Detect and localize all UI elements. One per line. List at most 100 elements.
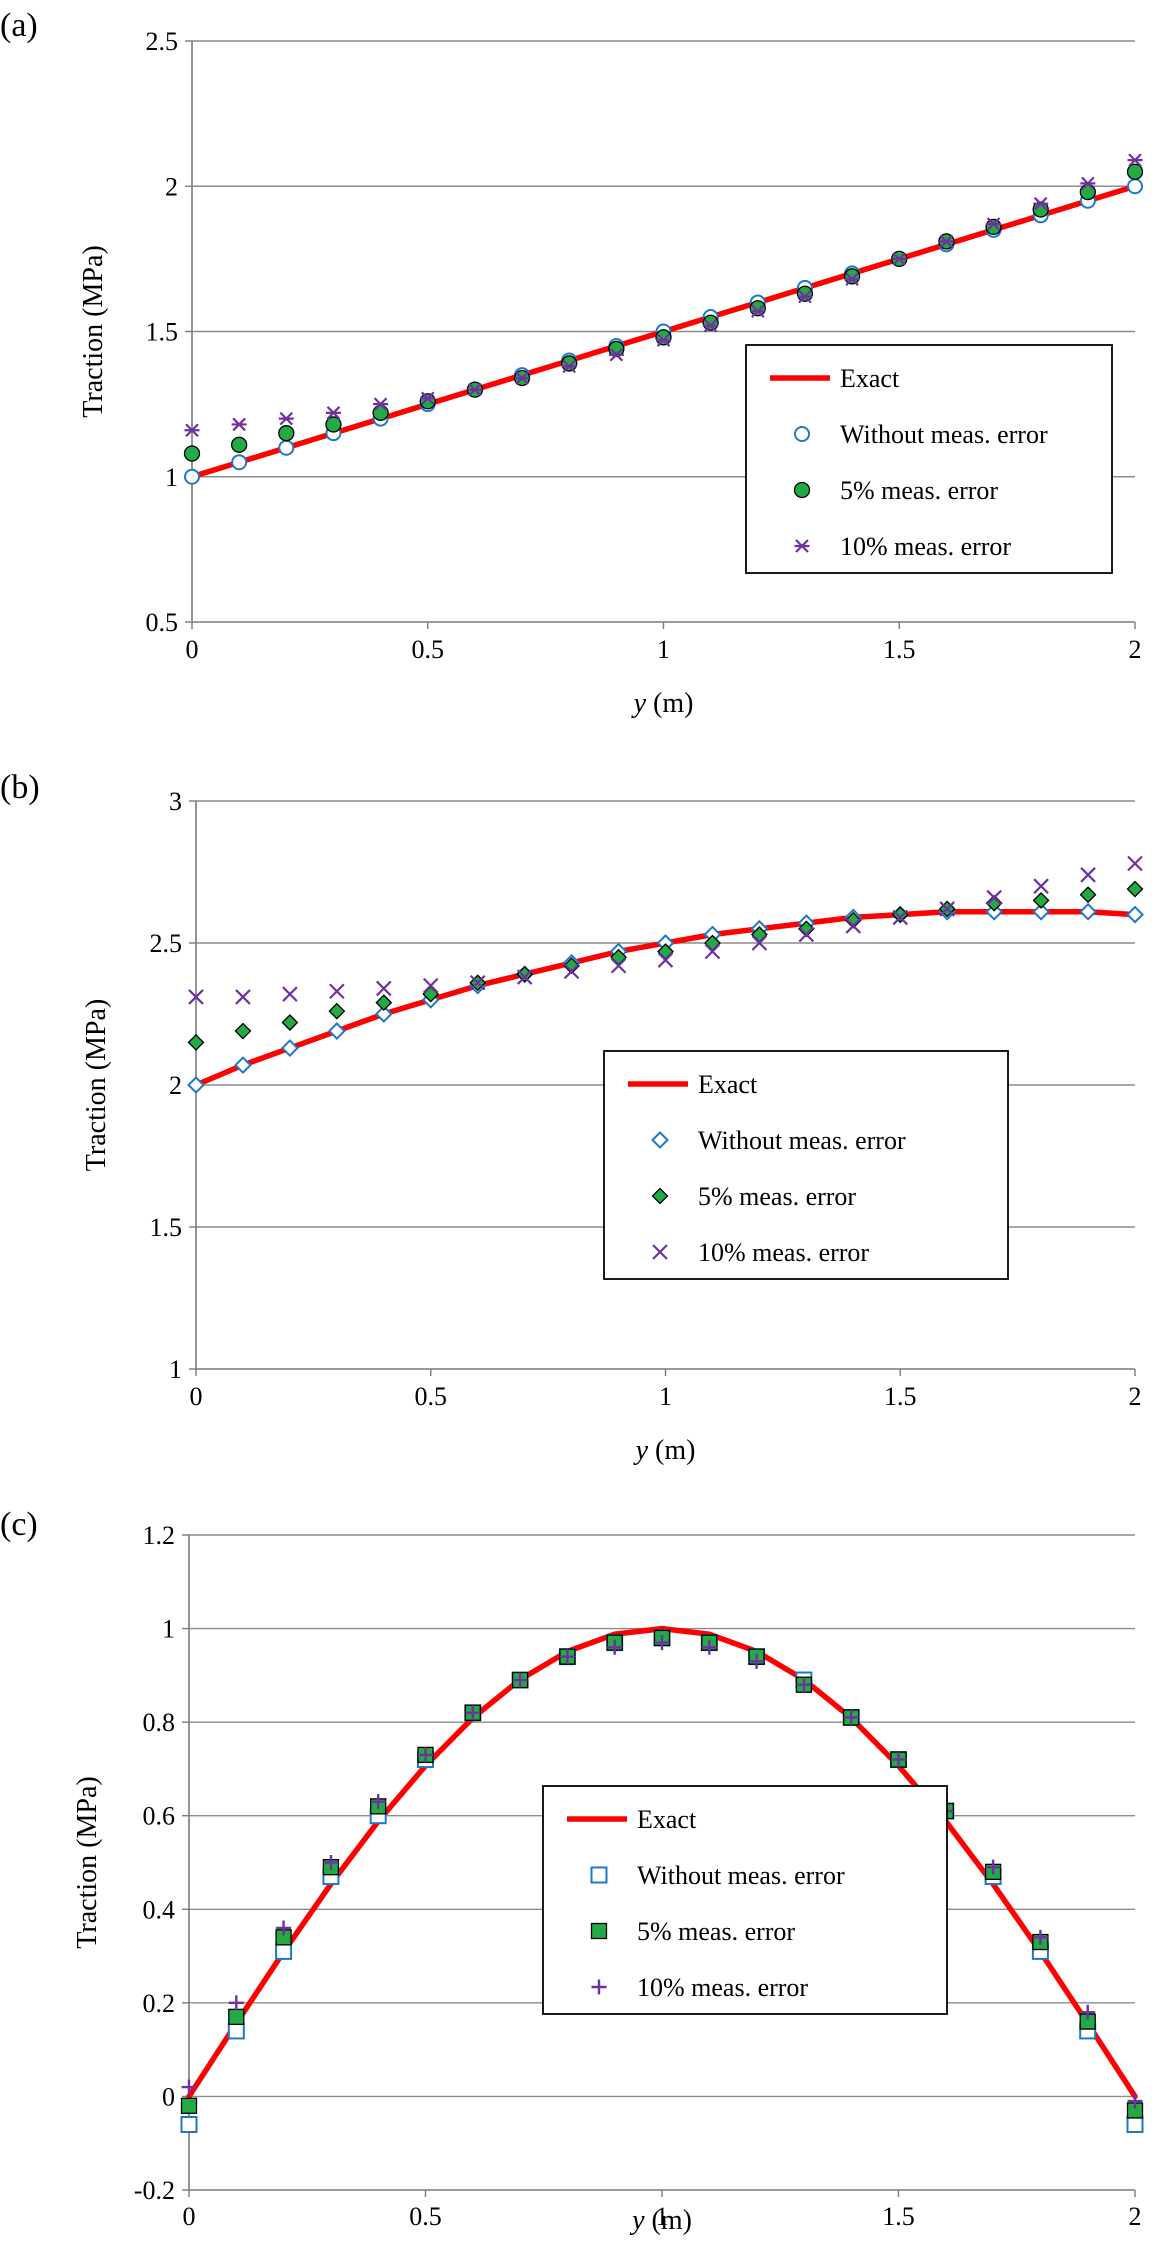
y-tick-label: 0.8 [143, 1708, 176, 1737]
y-tick-label: 2 [169, 1071, 182, 1100]
y-axis-label: Traction (MPa) [81, 999, 112, 1171]
y-tick-label: 1.2 [143, 1521, 176, 1550]
data-point [228, 2008, 245, 2026]
data-point [370, 1794, 386, 1810]
data-point [422, 977, 439, 994]
data-point [938, 234, 954, 249]
data-point [703, 318, 719, 333]
y-tick-label: 2.5 [146, 27, 179, 56]
chart-panel-b: (b) 1 1.5 2 2.5 3 0 0.5 1 1.5 2 y (m) Traction (MPa)… [0, 769, 1144, 1466]
data-point [1127, 855, 1143, 872]
x-tick-label: 1.5 [884, 1382, 917, 1411]
data-point [985, 894, 1003, 912]
data-point [1126, 880, 1144, 898]
data-point [654, 1635, 670, 1651]
x-tick-label: 1.5 [883, 635, 916, 664]
data-point [939, 901, 955, 917]
data-point [234, 1056, 252, 1075]
y-tick-label: 2 [165, 172, 178, 201]
data-point [561, 355, 578, 372]
data-point [188, 989, 204, 1005]
data-point [418, 1747, 433, 1763]
y-tick-label: 0.6 [143, 1802, 176, 1831]
data-point [325, 406, 341, 420]
legend-marker [652, 1244, 668, 1260]
data-point [608, 347, 624, 362]
legend-marker [794, 539, 810, 553]
data-point [843, 1709, 859, 1725]
chart-panel-c: (c) -0.2 0 0.2 0.4 0.6 0.8 1 1.2 0 0.5 1 1.5 2 y (m) Tr… [0, 1506, 1144, 2236]
data-point [608, 340, 625, 358]
data-point [375, 994, 393, 1012]
x-axis-label-unit: (m) [646, 688, 693, 719]
series-2 [187, 880, 1144, 1051]
x-axis-label-var: y [629, 2205, 645, 2236]
data-point [985, 902, 1004, 921]
data-point [465, 1705, 481, 1721]
data-point [228, 1995, 244, 2011]
data-point [657, 952, 674, 968]
data-point [372, 404, 389, 421]
legend-label: 5% meas. error [698, 1182, 856, 1211]
exact-line [186, 1625, 1138, 2100]
x-axis-label: y (m) [629, 2205, 692, 2236]
data-point [227, 2022, 245, 2040]
data-point [563, 963, 580, 980]
x-axis-label-var: y [631, 688, 647, 719]
data-point [1032, 1929, 1048, 1945]
legend-label: 5% meas. error [840, 476, 998, 505]
data-point [187, 1076, 205, 1094]
data-point [844, 272, 860, 286]
data-point [656, 333, 671, 347]
data-point [796, 285, 814, 302]
legend-marker [590, 1866, 608, 1884]
x-tick-label: 0.5 [415, 1382, 448, 1411]
data-point [514, 371, 530, 385]
data-point [1126, 163, 1144, 180]
data-point [282, 986, 298, 1002]
data-point [278, 411, 294, 426]
data-point [559, 1649, 575, 1665]
data-point [1033, 196, 1049, 211]
data-point [985, 1859, 1001, 1875]
x-tick-label: 1 [659, 1382, 672, 1411]
data-point [701, 1639, 717, 1655]
legend-label: Exact [698, 1070, 758, 1099]
legend-label: Without meas. error [840, 420, 1048, 449]
data-point [420, 391, 436, 406]
x-tick-label: 0 [183, 2202, 196, 2231]
data-point [280, 1039, 299, 1057]
data-point [797, 289, 813, 304]
legend-label: Without meas. error [637, 1861, 845, 1890]
data-point [180, 2116, 198, 2133]
data-point [704, 943, 721, 960]
data-point [327, 1022, 346, 1040]
y-tick-label: 1.5 [146, 318, 179, 347]
data-point [328, 1002, 346, 1020]
data-point [281, 1014, 299, 1031]
data-point [655, 329, 672, 346]
y-tick-label: 3 [169, 787, 182, 816]
data-point [184, 423, 200, 438]
data-point [749, 300, 766, 317]
legend-label: 5% meas. error [637, 1917, 795, 1946]
data-point [843, 268, 861, 285]
data-point [187, 1033, 205, 1051]
data-point [278, 439, 295, 456]
x-tick-label: 0 [190, 1382, 203, 1411]
data-point [376, 980, 392, 997]
data-point [1080, 2004, 1096, 2020]
y-tick-label: 0 [162, 2082, 175, 2111]
data-point [180, 2097, 198, 2114]
y-tick-label: 2.5 [150, 929, 183, 958]
data-point [797, 920, 815, 938]
data-point [184, 468, 200, 485]
data-point [231, 417, 247, 432]
data-point [750, 304, 766, 318]
data-point [1032, 891, 1050, 909]
data-point [275, 1942, 293, 1960]
data-point [986, 217, 1002, 231]
data-point [1032, 902, 1051, 921]
data-point [1079, 902, 1097, 921]
